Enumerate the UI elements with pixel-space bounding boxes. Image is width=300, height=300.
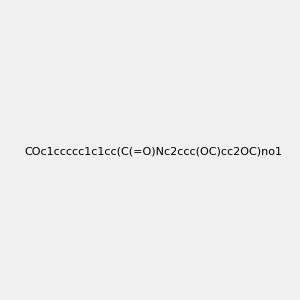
Text: COc1ccccc1c1cc(C(=O)Nc2ccc(OC)cc2OC)no1: COc1ccccc1c1cc(C(=O)Nc2ccc(OC)cc2OC)no1 [25, 146, 283, 157]
